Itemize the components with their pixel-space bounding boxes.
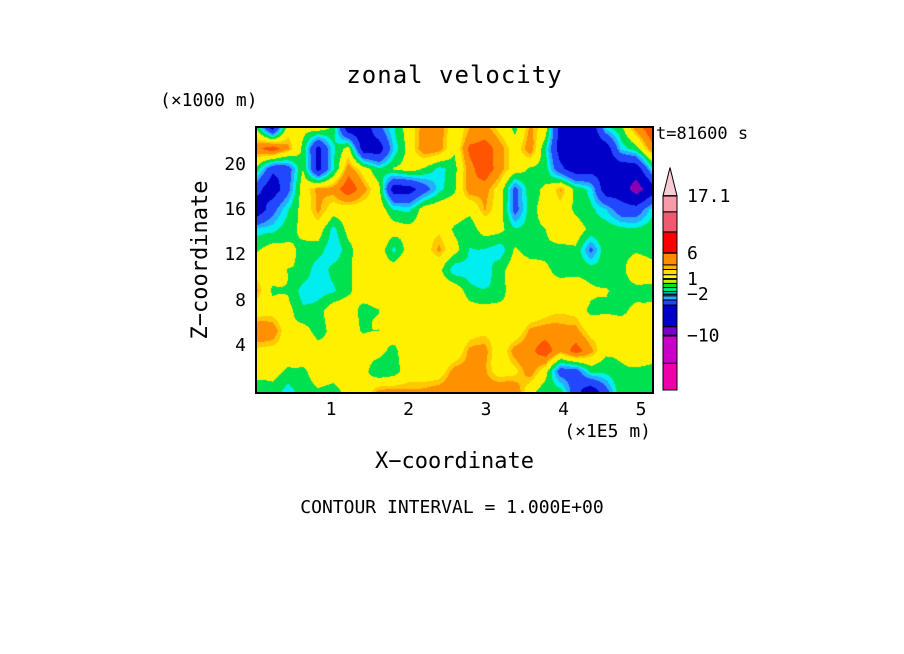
colorbar-label: 6 (687, 243, 698, 264)
x-axis-tick-label: 1 (325, 399, 337, 420)
z-axis-tick-label: 12 (224, 244, 246, 266)
plot-frame (255, 126, 654, 394)
x-axis-tick-label: 2 (403, 399, 414, 420)
colorbar-label: −2 (687, 284, 709, 305)
z-axis-tick-label: 20 (224, 153, 246, 175)
colorbar-tip (662, 167, 678, 197)
time-annotation: t=81600 s (656, 124, 749, 144)
colorbar-segment (662, 211, 678, 233)
colorbar-segment (662, 304, 678, 328)
contour-interval-note: CONTOUR INTERVAL = 1.000E+00 (300, 497, 604, 518)
z-axis-tick-label: 4 (235, 335, 246, 356)
colorbar-segment (662, 295, 678, 301)
x-axis-tick-label: 5 (635, 399, 647, 420)
x-axis-units-label: (×1E5 m) (564, 421, 651, 442)
colorbar-segment (662, 268, 678, 276)
x-axis-tick-label: 4 (558, 399, 569, 420)
colorbar-segment (662, 252, 678, 266)
contour-field-canvas (257, 128, 652, 392)
colorbar-segment (662, 287, 678, 293)
colorbar-label: −10 (687, 325, 720, 346)
colorbar-segment (662, 362, 678, 391)
x-axis-title: X−coordinate (375, 449, 534, 474)
x-axis-tick-label: 3 (480, 399, 492, 420)
colorbar-segment (662, 264, 678, 270)
colorbar: 17.1 6 1−2 −10 (662, 167, 730, 391)
colorbar-label: 1 (687, 269, 698, 290)
z-axis-tick-label: 8 (235, 289, 246, 311)
colorbar-segment (662, 299, 678, 306)
colorbar-segment (662, 278, 678, 284)
chart-title: zonal velocity (346, 61, 563, 89)
colorbar-segment (662, 335, 678, 364)
z-axis-tick-label: 16 (224, 198, 246, 220)
z-axis-units-label: (×1000 m) (160, 90, 258, 111)
colorbar-segment (662, 231, 678, 254)
colorbar-label: 17.1 (687, 186, 730, 207)
colorbar-segment (662, 326, 678, 337)
colorbar-segment (662, 282, 678, 289)
colorbar-segment (662, 195, 678, 213)
